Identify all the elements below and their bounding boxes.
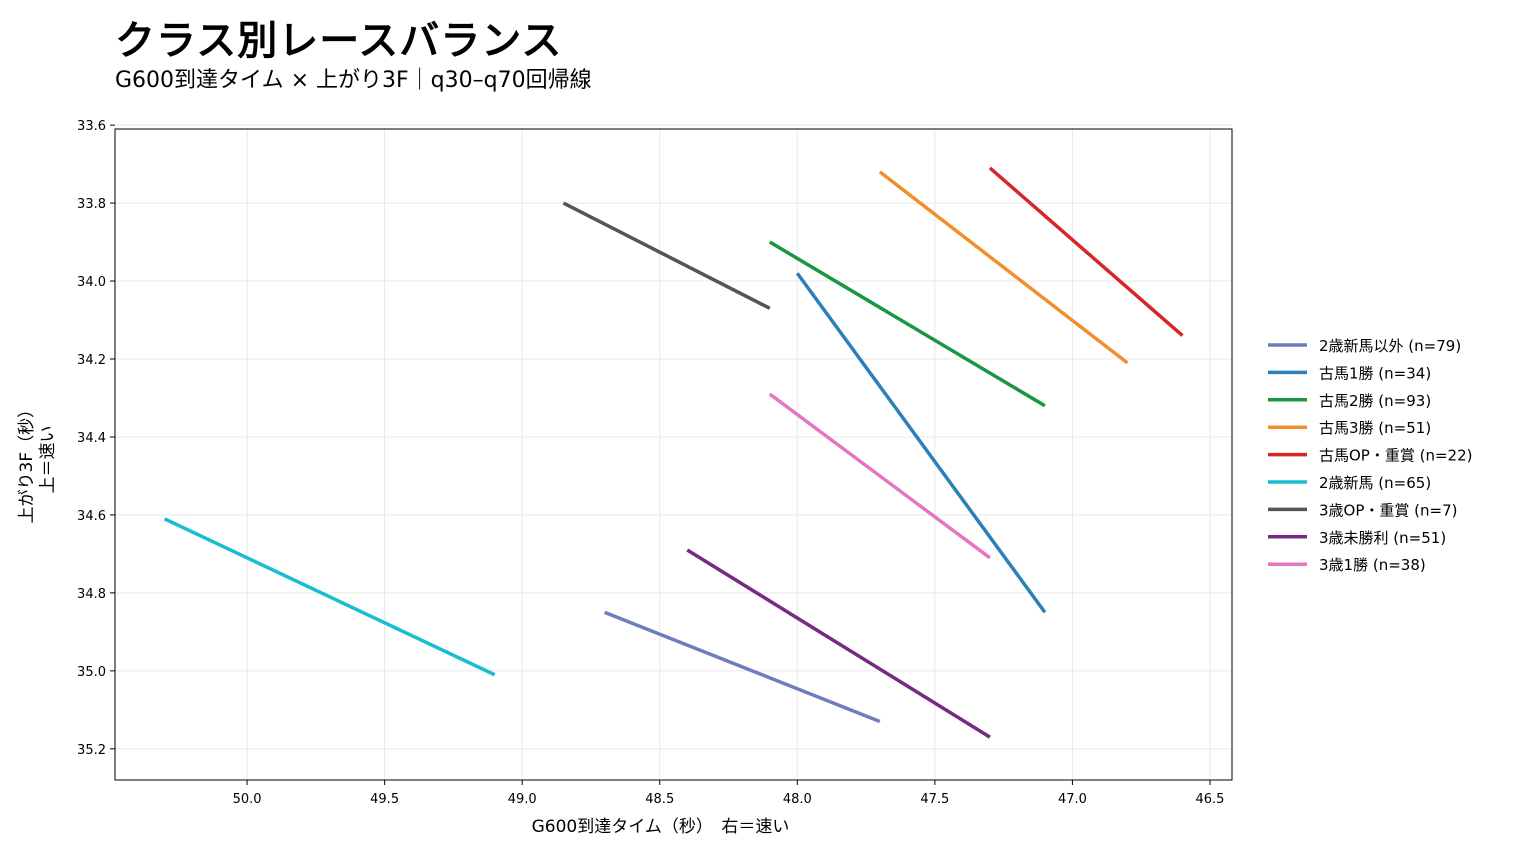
x-tick-label: 47.5 [920,792,949,807]
x-tick-label: 48.5 [645,792,674,807]
grid-lines [115,124,1232,780]
y-axis-label-line-1: 上がり3F（秒） [17,401,37,524]
plot-frame [114,128,1233,781]
y-tick-label: 34.4 [77,431,106,446]
y-tick-label: 34.6 [77,509,106,524]
legend: 2歳新馬以外 (n=79) 古馬1勝 (n=34) 古馬2勝 (n=93) 古馬3勝 … [1268,337,1473,574]
chart-subtitle: G600到達タイム × 上がり3F｜q30–q70回帰線 [115,68,592,93]
series-line-3 [878,170,1129,365]
y-tick-label: 34.0 [77,275,106,290]
series-line-6 [562,201,771,310]
x-tick-label: 48.0 [783,792,812,807]
legend-label-2: 古馬2勝 (n=93) [1319,392,1431,410]
series-line-5 [163,517,496,677]
legend-label-7: 3歳未勝利 (n=51) [1319,529,1446,547]
chart-title: クラス別レースバランス [115,18,563,64]
series-line-2 [768,240,1046,408]
series-line-4 [988,166,1184,337]
y-axis-label-line-2: 上＝速い [38,426,58,494]
y-axis-label: 上がり3F（秒） 上＝速い [17,395,58,523]
series-line-7 [686,548,991,739]
y-tick-label: 33.8 [77,197,106,212]
x-tick-label: 50.0 [233,792,262,807]
x-tick-label: 49.5 [370,792,399,807]
y-axis-ticks: 33.6 33.8 34.0 34.2 34.4 34.6 34.8 35.0 35.2 [77,119,115,758]
legend-label-8: 3歳1勝 (n=38) [1319,556,1426,574]
series-line-1 [795,272,1047,614]
legend-label-6: 3歳OP・重賞 (n=7) [1319,501,1458,519]
legend-label-4: 古馬OP・重賞 (n=22) [1319,447,1473,465]
legend-label-5: 2歳新馬 (n=65) [1319,474,1431,492]
y-tick-label: 34.2 [77,353,106,368]
legend-label-1: 古馬1勝 (n=34) [1319,364,1431,382]
y-tick-label: 34.8 [77,587,106,602]
x-axis-ticks: 50.0 49.5 49.0 48.5 48.0 47.5 47.0 46.5 [233,780,1225,807]
x-tick-label: 46.5 [1196,792,1225,807]
y-tick-label: 33.6 [77,119,106,134]
series-line-0 [604,610,881,724]
x-tick-label: 47.0 [1058,792,1087,807]
x-axis-label: G600到達タイム（秒） 右＝速い [532,817,790,837]
legend-label-0: 2歳新馬以外 (n=79) [1319,337,1461,355]
x-tick-label: 49.0 [508,792,537,807]
series-line-8 [768,392,991,560]
y-tick-label: 35.0 [77,665,106,680]
legend-label-3: 古馬3勝 (n=51) [1319,419,1431,437]
y-tick-label: 35.2 [77,743,106,758]
series-lines [163,166,1184,739]
